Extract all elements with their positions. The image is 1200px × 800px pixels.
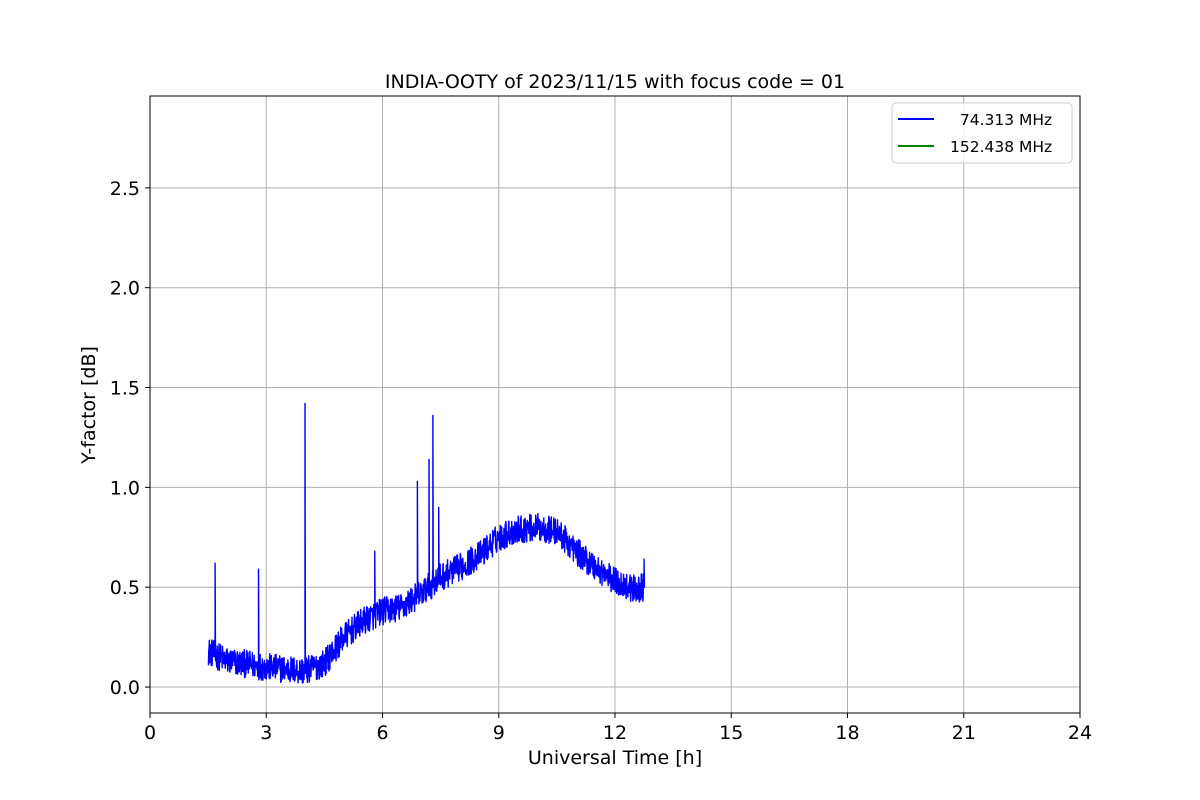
chart-title: INDIA-OOTY of 2023/11/15 with focus code… (385, 71, 845, 93)
x-tick-label: 18 (835, 722, 859, 744)
x-tick-label: 6 (376, 722, 388, 744)
x-tick-label: 3 (260, 722, 272, 744)
y-axis-label: Y-factor [dB] (78, 346, 100, 465)
y-tick-label: 0.5 (110, 577, 140, 599)
x-tick-label: 24 (1068, 722, 1092, 744)
legend-box (891, 102, 1073, 164)
legend-entry-152mhz: 152.438 MHz (950, 138, 1052, 156)
legend-entry-74mhz: 74.313 MHz (950, 111, 1052, 129)
y-tick-label: 2.5 (110, 178, 140, 200)
x-tick-label: 0 (144, 722, 156, 744)
x-tick-label: 21 (952, 722, 976, 744)
legend: 74.313 MHz 152.438 MHz (891, 102, 1073, 164)
y-tick-label: 0.0 (110, 677, 140, 699)
series-lines (207, 402, 646, 684)
axis-ticks: 0 3 6 9 12 15 18 21 24 0.0 0.5 1.0 1.5 2.0 2.5 (110, 178, 1092, 744)
x-tick-label: 12 (603, 722, 627, 744)
x-tick-label: 15 (719, 722, 743, 744)
x-tick-label: 9 (493, 722, 505, 744)
series-line-74mhz (207, 402, 646, 684)
y-tick-label: 1.5 (110, 378, 140, 400)
x-axis-label: Universal Time [h] (528, 747, 702, 769)
y-tick-label: 1.0 (110, 477, 140, 499)
y-tick-label: 2.0 (110, 278, 140, 300)
